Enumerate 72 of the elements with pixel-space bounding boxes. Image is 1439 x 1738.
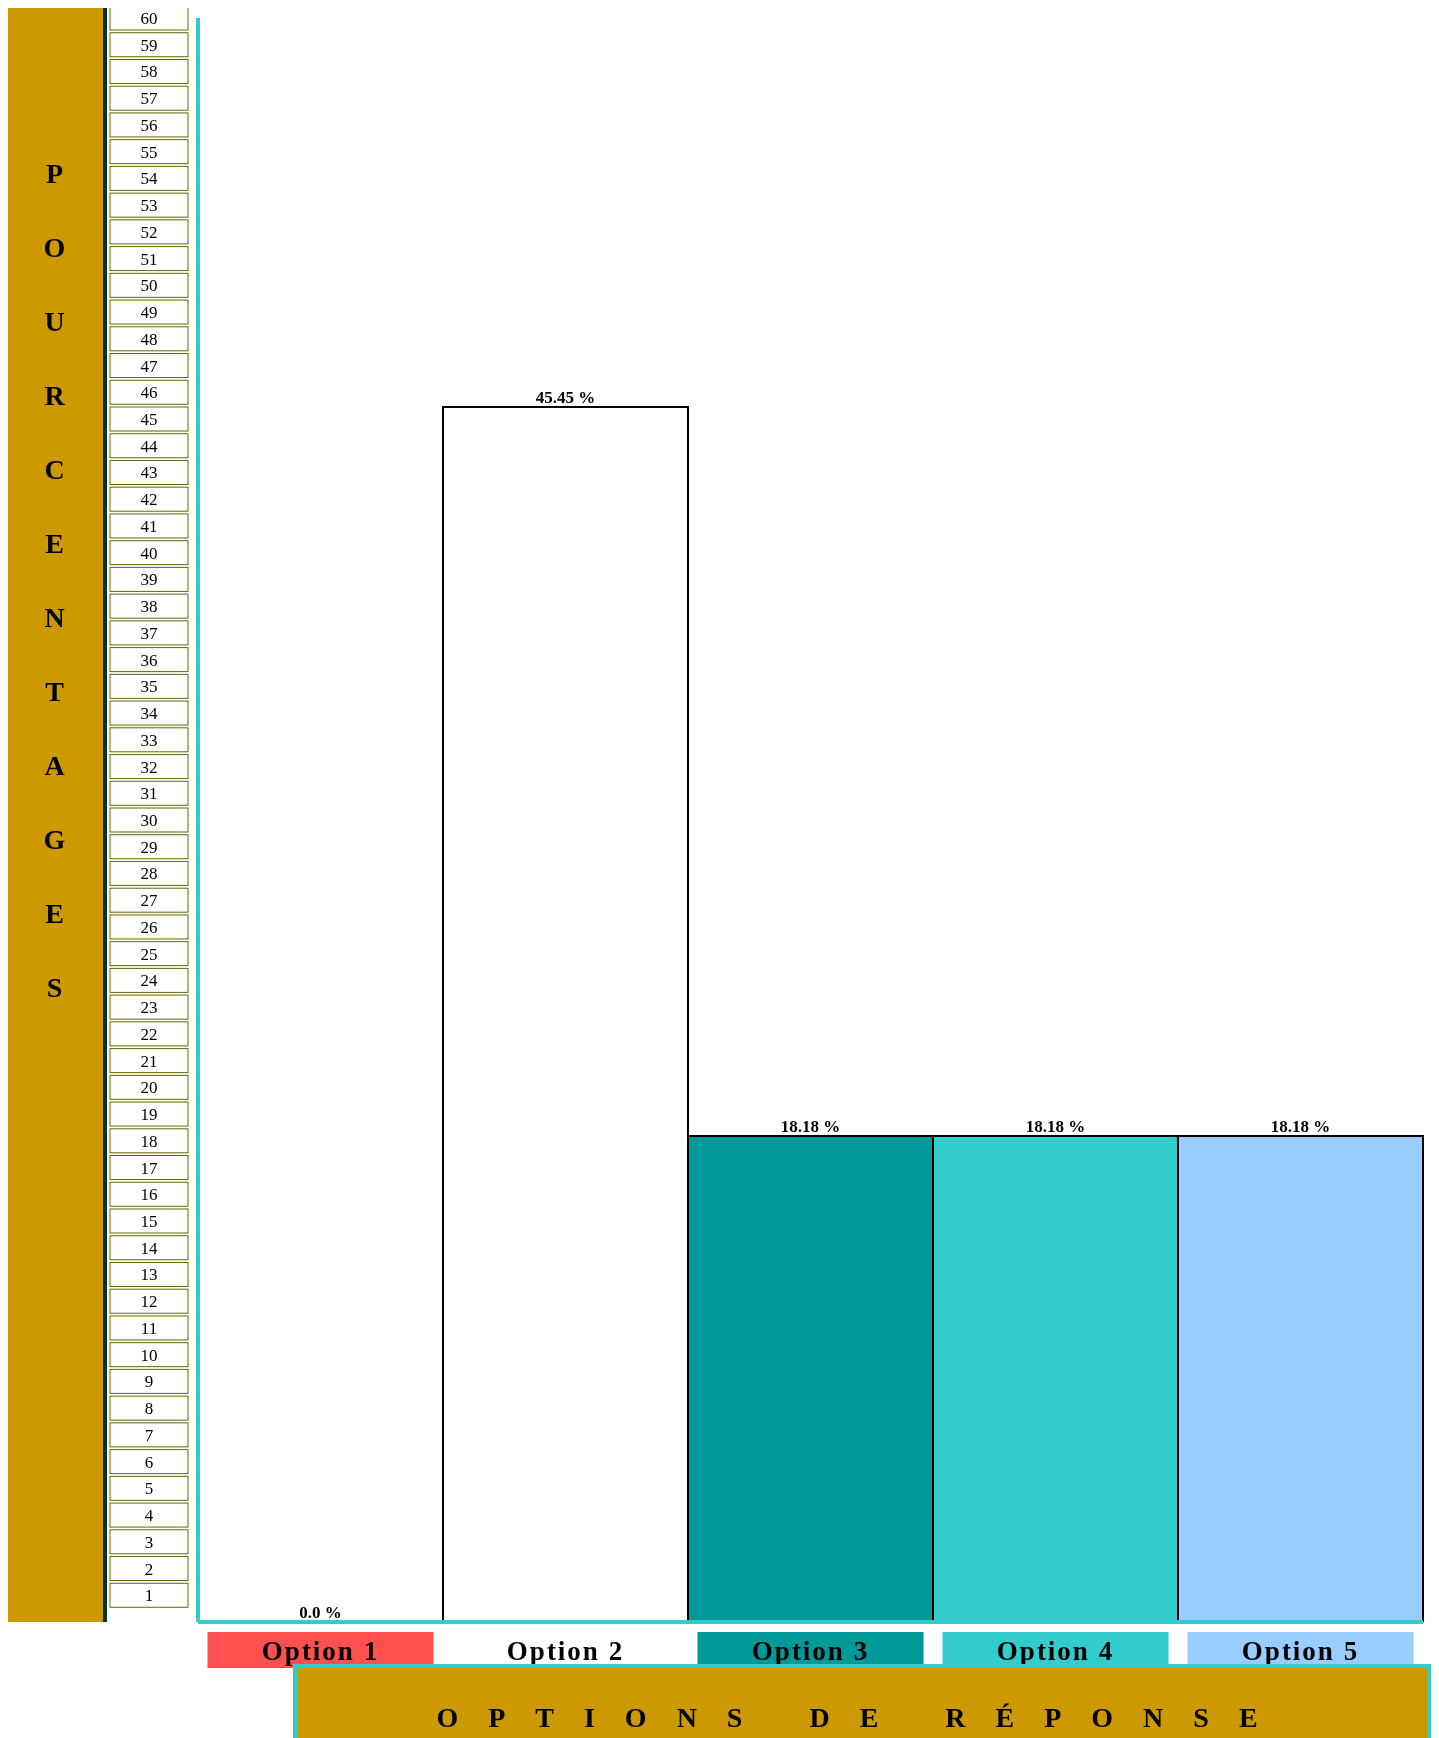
y-tick-label: 20 <box>140 1078 158 1098</box>
y-tick-label: 43 <box>140 463 158 483</box>
y-tick-label: 46 <box>140 383 158 403</box>
y-tick-label: 25 <box>140 944 158 964</box>
y-tick-label: 1 <box>144 1586 154 1606</box>
y-tick-label: 57 <box>140 89 158 109</box>
y-tick-label: 36 <box>140 650 158 670</box>
x-tick-label: Option 4 <box>996 1636 1115 1666</box>
y-tick-label: 6 <box>144 1452 154 1472</box>
y-tick-label: 2 <box>144 1559 154 1579</box>
x-tick-label: Option 2 <box>506 1636 625 1666</box>
y-tick-label: 53 <box>140 196 158 216</box>
x-tick-label: Option 3 <box>751 1636 870 1666</box>
y-tick-label: 3 <box>144 1532 154 1552</box>
y-tick-label: 49 <box>140 303 158 323</box>
y-tick-label: 22 <box>140 1024 158 1044</box>
y-tick-label: 33 <box>140 730 158 750</box>
y-tick-label: 18 <box>140 1131 158 1151</box>
data-label: 18.18 % <box>1270 1116 1331 1136</box>
y-tick-label: 47 <box>140 356 158 376</box>
y-tick-label: 32 <box>140 757 158 777</box>
y-tick-label: 50 <box>140 276 158 296</box>
y-tick-label: 28 <box>140 864 158 884</box>
y-tick-label: 39 <box>140 570 158 590</box>
y-tick-label: 60 <box>140 9 158 28</box>
y-tick-label: 14 <box>140 1238 158 1258</box>
y-tick-label: 37 <box>140 623 158 643</box>
y-tick-label: 7 <box>144 1425 154 1445</box>
y-tick-label: 21 <box>140 1051 158 1071</box>
y-tick-label: 31 <box>140 784 158 804</box>
y-tick-label: 19 <box>140 1105 158 1125</box>
y-tick-label: 54 <box>140 169 158 189</box>
y-axis-title: POURCENTAGES <box>38 158 70 1046</box>
y-tick-label: 38 <box>140 597 158 617</box>
y-tick-label: 24 <box>140 971 158 991</box>
y-tick-label: 17 <box>140 1158 158 1178</box>
y-tick-label: 23 <box>140 998 158 1018</box>
x-axis-title: OPTIONS DE RÉPONSE <box>436 1702 1288 1733</box>
data-label: 0.0 % <box>299 1603 342 1622</box>
y-tick-label: 51 <box>140 249 158 269</box>
y-tick-label: 35 <box>140 677 158 697</box>
y-tick-label: 55 <box>140 142 158 162</box>
y-tick-label: 48 <box>140 329 158 349</box>
y-tick-label: 12 <box>140 1292 158 1312</box>
y-tick-label: 8 <box>144 1399 154 1419</box>
y-tick-label: 44 <box>140 436 158 456</box>
data-label: 18.18 % <box>1025 1116 1086 1136</box>
x-tick-label: Option 1 <box>261 1636 380 1666</box>
y-tick-label: 5 <box>144 1479 154 1499</box>
y-tick-label: 29 <box>140 837 158 857</box>
y-tick-label: 56 <box>140 115 158 135</box>
y-tick-label: 13 <box>140 1265 158 1285</box>
y-tick-label: 59 <box>140 35 158 55</box>
y-tick-label: 11 <box>140 1318 158 1338</box>
data-label: 18.18 % <box>780 1116 841 1136</box>
y-tick-label: 9 <box>144 1372 154 1392</box>
y-tick-label: 41 <box>140 516 158 536</box>
y-tick-label: 40 <box>140 543 158 563</box>
y-tick-label: 52 <box>140 222 158 242</box>
y-tick-label: 26 <box>140 917 158 937</box>
y-tick-label: 4 <box>144 1506 154 1526</box>
y-tick-label: 16 <box>140 1185 158 1205</box>
y-tick-label: 45 <box>140 410 158 429</box>
y-tick-label: 10 <box>140 1345 158 1365</box>
y-tick-label: 15 <box>140 1212 158 1231</box>
y-tick-label: 34 <box>140 704 158 724</box>
y-tick-label: 58 <box>140 62 158 82</box>
y-tick-label: 27 <box>140 891 158 911</box>
x-tick-label: Option 5 <box>1241 1636 1360 1666</box>
y-tick-label: 30 <box>140 811 158 830</box>
data-label: 45.45 % <box>535 387 596 407</box>
y-tick-label: 42 <box>140 490 158 510</box>
